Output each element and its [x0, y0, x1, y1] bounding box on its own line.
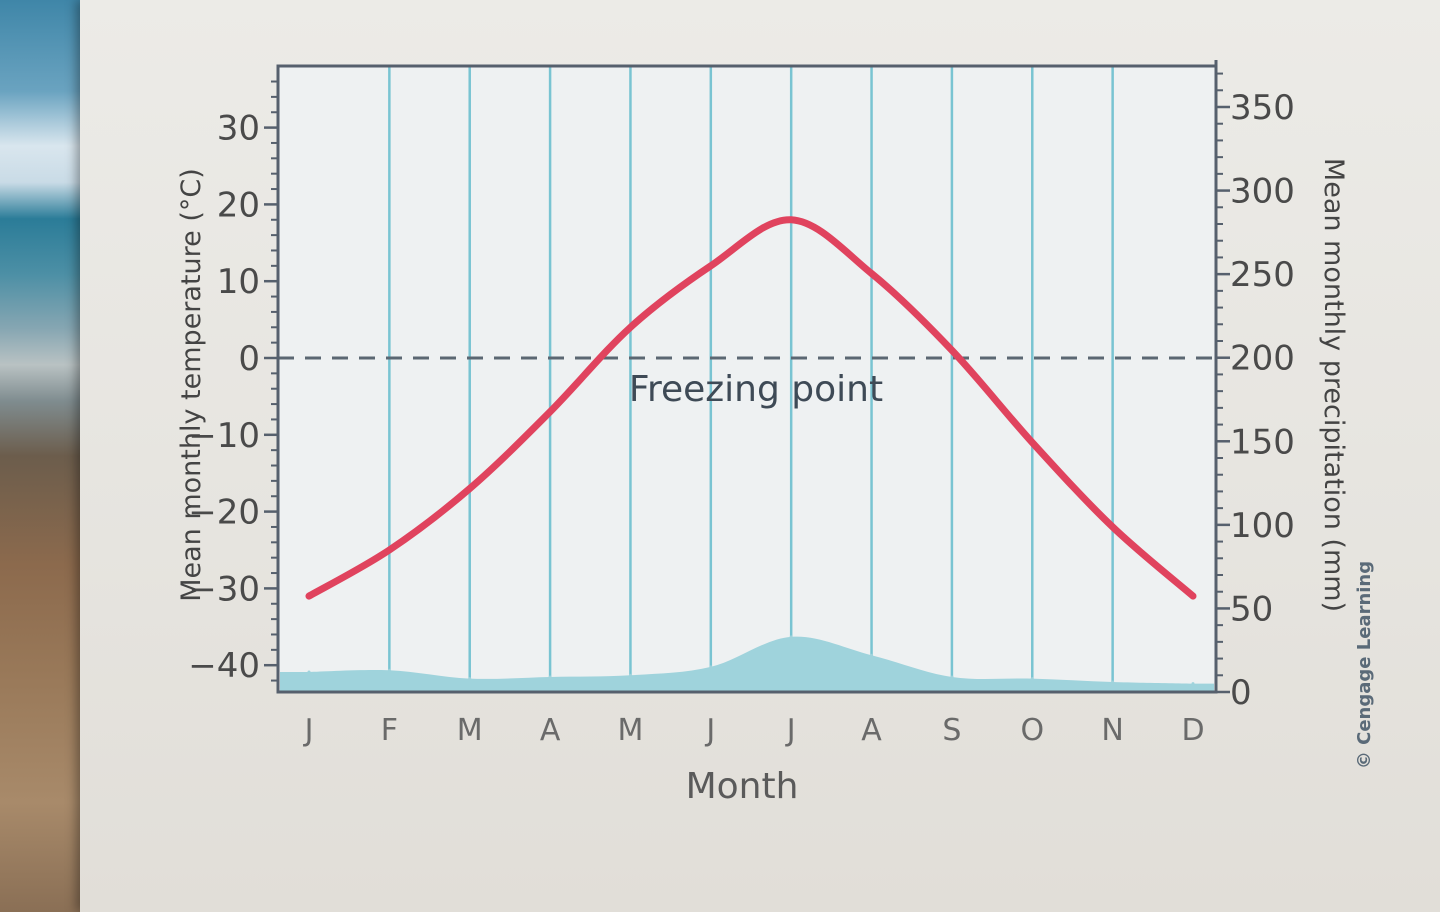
month-label-9: O	[1020, 713, 1044, 748]
precipitation-point-S-8	[950, 675, 954, 679]
temperature-point-N-10	[1110, 524, 1116, 530]
temperature-point-O-9	[1029, 439, 1035, 445]
temperature-point-F-1	[386, 547, 392, 553]
precipitation-area	[280, 636, 1214, 692]
left-tick-label-20: 20	[217, 185, 260, 225]
temperature-point-M-4	[627, 324, 633, 330]
temperature-point-J-5	[708, 263, 714, 269]
temperature-point-A-7	[869, 271, 875, 277]
precipitation-point-M-2	[468, 677, 472, 681]
month-label-11: D	[1181, 713, 1204, 748]
right-tick-label-200: 200	[1230, 339, 1295, 379]
left-y-axis: 30 20 10 0 −10 −20 −30 −40	[188, 74, 280, 692]
precipitation-point-F-1	[387, 668, 391, 672]
vertical-gridlines	[388, 66, 1114, 692]
month-label-1: F	[381, 713, 398, 748]
precipitation-point-O-9	[1030, 677, 1034, 681]
month-label-7: A	[861, 713, 882, 748]
right-tick-label-350: 350	[1230, 88, 1295, 128]
freezing-point-layer: Freezing point	[278, 356, 1216, 410]
precipitation-point-J-0	[307, 670, 311, 674]
precipitation-point-A-3	[548, 675, 552, 679]
month-label-6: J	[785, 713, 796, 748]
left-tick-label-10: 10	[217, 262, 260, 302]
precipitation-point-D-11	[1191, 682, 1195, 686]
month-label-10: N	[1101, 713, 1123, 748]
temperature-line-layer	[305, 216, 1197, 600]
x-axis-title: Month	[686, 766, 799, 807]
right-tick-label-150: 150	[1230, 422, 1295, 462]
temperature-point-A-3	[547, 409, 553, 415]
temperature-point-M-2	[467, 486, 473, 492]
month-label-8: S	[942, 713, 961, 748]
credit-line: © Cengage Learning	[1354, 561, 1375, 769]
month-label-5: J	[704, 713, 715, 748]
precipitation-point-A-7	[870, 653, 874, 657]
temperature-point-J-0	[306, 593, 312, 599]
temperature-point-S-8	[949, 347, 955, 353]
right-y-axis: 350 300 250 200 150 100 50 0	[1214, 60, 1295, 713]
y-axis-title-left: Mean monthly temperature (°C)	[176, 168, 207, 602]
precipitation-point-N-10	[1111, 680, 1115, 684]
precipitation-point-J-6	[789, 635, 793, 639]
left-tick-label-0: 0	[238, 339, 260, 379]
right-tick-label-50: 50	[1230, 589, 1273, 629]
right-tick-label-300: 300	[1230, 172, 1295, 212]
y-axis-title-right: Mean monthly precipitation (mm)	[1318, 158, 1349, 612]
plot-background	[278, 66, 1216, 692]
precipitation-area-layer	[280, 635, 1214, 692]
temperature-point-D-11	[1190, 593, 1196, 599]
month-label-3: A	[540, 713, 561, 748]
month-label-4: M	[618, 713, 644, 748]
temperature-line	[305, 216, 1197, 600]
month-label-0: J	[303, 713, 314, 748]
precipitation-point-M-4	[628, 673, 632, 677]
right-tick-label-0: 0	[1230, 673, 1252, 713]
right-tick-label-100: 100	[1230, 506, 1295, 546]
month-label-2: M	[457, 713, 483, 748]
left-tick-label--10: −10	[188, 416, 260, 456]
temperature-point-J-6	[788, 217, 794, 223]
left-tick-label-30: 30	[217, 109, 260, 149]
freezing-point-label: Freezing point	[629, 369, 883, 410]
left-tick-label--30: −30	[188, 569, 260, 609]
left-tick-label--40: −40	[188, 646, 260, 686]
precipitation-point-J-5	[709, 665, 713, 669]
left-tick-label--20: −20	[188, 493, 260, 533]
right-tick-label-250: 250	[1230, 255, 1295, 295]
